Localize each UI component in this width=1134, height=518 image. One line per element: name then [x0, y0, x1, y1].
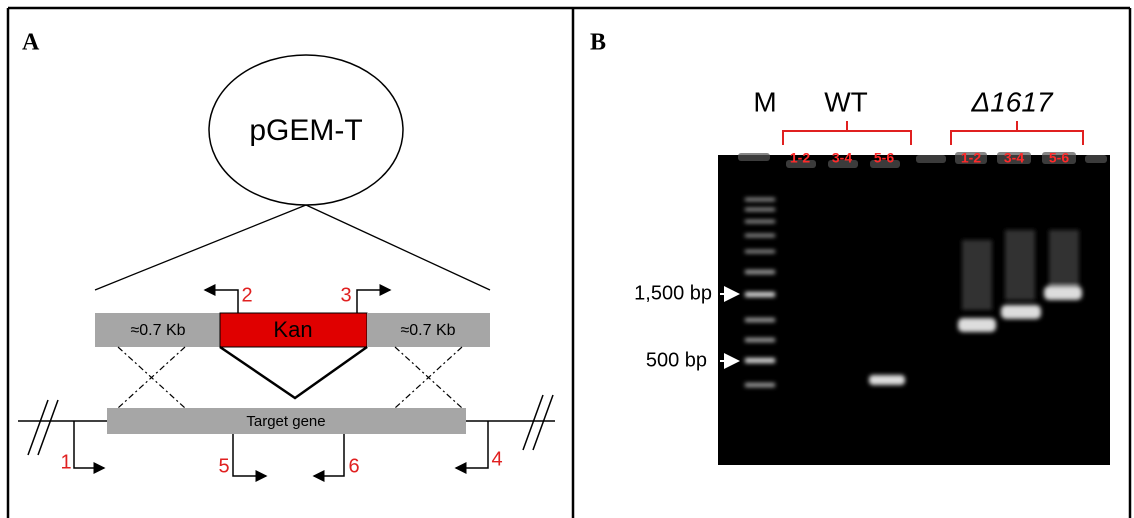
size-label: 1,500 bp — [634, 282, 712, 304]
left-arm — [95, 313, 220, 347]
group-label: Δ1617 — [970, 86, 1054, 117]
primer-label: 6 — [348, 455, 359, 477]
lane-label: 5-6 — [874, 150, 894, 166]
lane-label: 5-6 — [1049, 150, 1069, 166]
primer-label: 5 — [218, 455, 229, 477]
panel-label: A — [22, 30, 40, 56]
kan-label: Kan — [273, 317, 312, 342]
target-label: Target gene — [246, 413, 325, 430]
arm-label: ≈0.7 Kb — [400, 322, 455, 339]
primer-label: 4 — [491, 448, 502, 470]
lane-label: 1-2 — [961, 150, 981, 166]
lane-label: 3-4 — [832, 150, 852, 166]
panel-b: B M WT Δ1617 1-2 3-4 5-6 1-2 3-4 5-6 — [590, 30, 1110, 465]
gel — [718, 155, 1110, 465]
panel-label: B — [590, 30, 606, 56]
target-gene — [107, 408, 466, 434]
plasmid-label: pGEM-T — [249, 114, 362, 147]
panel-a: A pGEM-T ≈0.7 Kb Kan ≈0.7 Kb Target gene… — [18, 30, 555, 482]
size-label: 500 bp — [646, 349, 707, 371]
arm-label: ≈0.7 Kb — [130, 322, 185, 339]
group-label: WT — [824, 86, 868, 117]
lane-label: 1-2 — [790, 150, 810, 166]
right-arm — [367, 313, 490, 347]
primer-label: 2 — [241, 284, 252, 306]
lane-label: 3-4 — [1004, 150, 1024, 166]
marker-label: M — [753, 86, 776, 117]
primer-label: 3 — [340, 284, 351, 306]
primer-label: 1 — [60, 451, 71, 473]
frame — [6, 6, 1132, 518]
